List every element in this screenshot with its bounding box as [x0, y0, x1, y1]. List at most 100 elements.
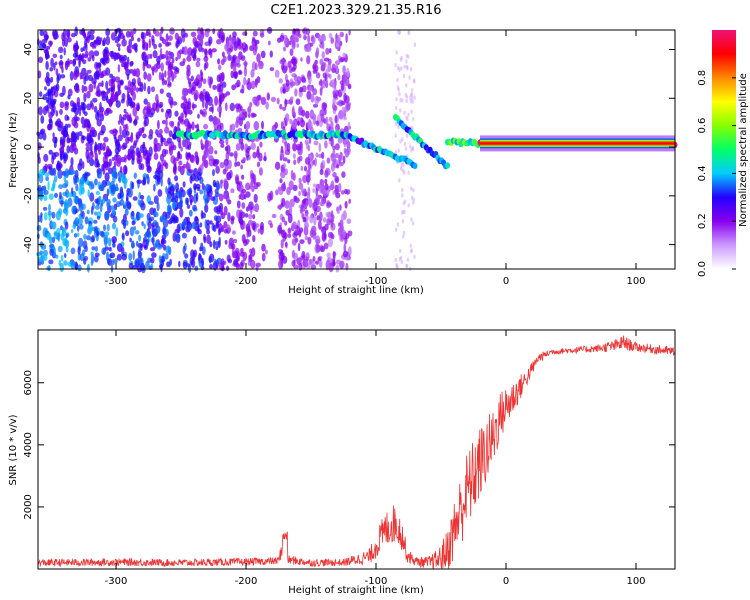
noise-blob [167, 68, 173, 78]
noise-blob [77, 264, 82, 272]
noise-blob [189, 194, 194, 203]
noise-blob [73, 122, 79, 129]
noise-blob [175, 182, 180, 192]
noise-blob [405, 59, 408, 64]
noise-blob [216, 39, 222, 45]
noise-blob [398, 92, 401, 97]
noise-blob [343, 92, 347, 102]
noise-blob [330, 120, 334, 130]
noise-blob [114, 76, 121, 83]
noise-blob [294, 88, 298, 97]
noise-blob [131, 240, 135, 249]
noise-blob [224, 239, 228, 245]
noise-blob [112, 197, 117, 203]
noise-blob [160, 255, 165, 263]
noise-blob [226, 265, 230, 272]
noise-blob [317, 257, 322, 262]
noise-blob [315, 72, 321, 79]
noise-blob [42, 227, 48, 238]
noise-blob [400, 66, 403, 71]
noise-blob [110, 32, 116, 41]
noise-blob [322, 79, 326, 89]
noise-blob [62, 154, 68, 159]
noise-blob [116, 43, 121, 48]
noise-blob [89, 126, 96, 137]
noise-blob [132, 120, 138, 125]
noise-blob [324, 183, 329, 191]
noise-blob [225, 102, 228, 111]
noise-blob [154, 30, 160, 37]
noise-blob [204, 61, 209, 69]
noise-blob [399, 97, 402, 103]
noise-blob [340, 190, 345, 195]
noise-blob [76, 224, 80, 232]
noise-blob [256, 161, 261, 168]
noise-blob [330, 67, 336, 72]
noise-blob [202, 154, 207, 160]
noise-blob [201, 257, 204, 267]
noise-blob [292, 142, 298, 152]
noise-blob [254, 62, 258, 71]
noise-blob [191, 258, 196, 268]
noise-blob [168, 262, 171, 268]
noise-blob [401, 98, 404, 103]
noise-blob [266, 92, 270, 101]
noise-blob [327, 238, 333, 248]
noise-blob [223, 228, 229, 234]
noise-blob [319, 201, 325, 207]
noise-blob [263, 156, 267, 162]
noise-blob [187, 78, 192, 85]
noise-blob [179, 112, 185, 120]
noise-blob [43, 153, 49, 162]
noise-blob [280, 229, 286, 238]
noise-blob [346, 218, 352, 224]
noise-blob [55, 68, 59, 76]
noise-blob [236, 161, 241, 167]
noise-blob [308, 75, 312, 85]
noise-blob [111, 236, 117, 244]
noise-blob [159, 88, 164, 94]
noise-blob [410, 109, 413, 114]
noise-blob [48, 193, 54, 201]
noise-blob [93, 105, 98, 113]
noise-blob [181, 232, 187, 239]
noise-blob [321, 51, 325, 59]
noise-blob [252, 96, 257, 104]
noise-blob [408, 75, 411, 80]
noise-blob [142, 141, 146, 147]
noise-blob [111, 259, 116, 265]
noise-blob [249, 45, 255, 52]
noise-blob [308, 136, 312, 144]
noise-blob [274, 69, 280, 78]
noise-blob [120, 98, 125, 104]
noise-blob [215, 245, 219, 250]
noise-blob [288, 180, 294, 191]
noise-blob [94, 141, 98, 152]
noise-blob [142, 133, 147, 139]
noise-blob [99, 203, 103, 213]
noise-blob [281, 62, 285, 71]
noise-blob [48, 118, 53, 124]
noise-blob [278, 259, 284, 270]
noise-blob [85, 172, 91, 177]
noise-blob [39, 29, 44, 37]
noise-blob [159, 31, 162, 40]
noise-blob [252, 222, 256, 231]
noise-blob [119, 125, 122, 135]
noise-blob [60, 254, 64, 262]
noise-blob [339, 223, 344, 232]
noise-blob [78, 202, 84, 212]
noise-blob [395, 105, 398, 111]
noise-blob [197, 27, 202, 35]
noise-blob [410, 92, 413, 97]
noise-blob [220, 143, 225, 148]
noise-blob [44, 212, 48, 221]
noise-blob [165, 245, 171, 254]
noise-blob [199, 189, 204, 195]
noise-blob [394, 257, 397, 263]
noise-blob [39, 169, 45, 176]
noise-blob [83, 233, 87, 240]
x-tick-label: -300 [105, 276, 128, 287]
noise-blob [88, 34, 95, 41]
